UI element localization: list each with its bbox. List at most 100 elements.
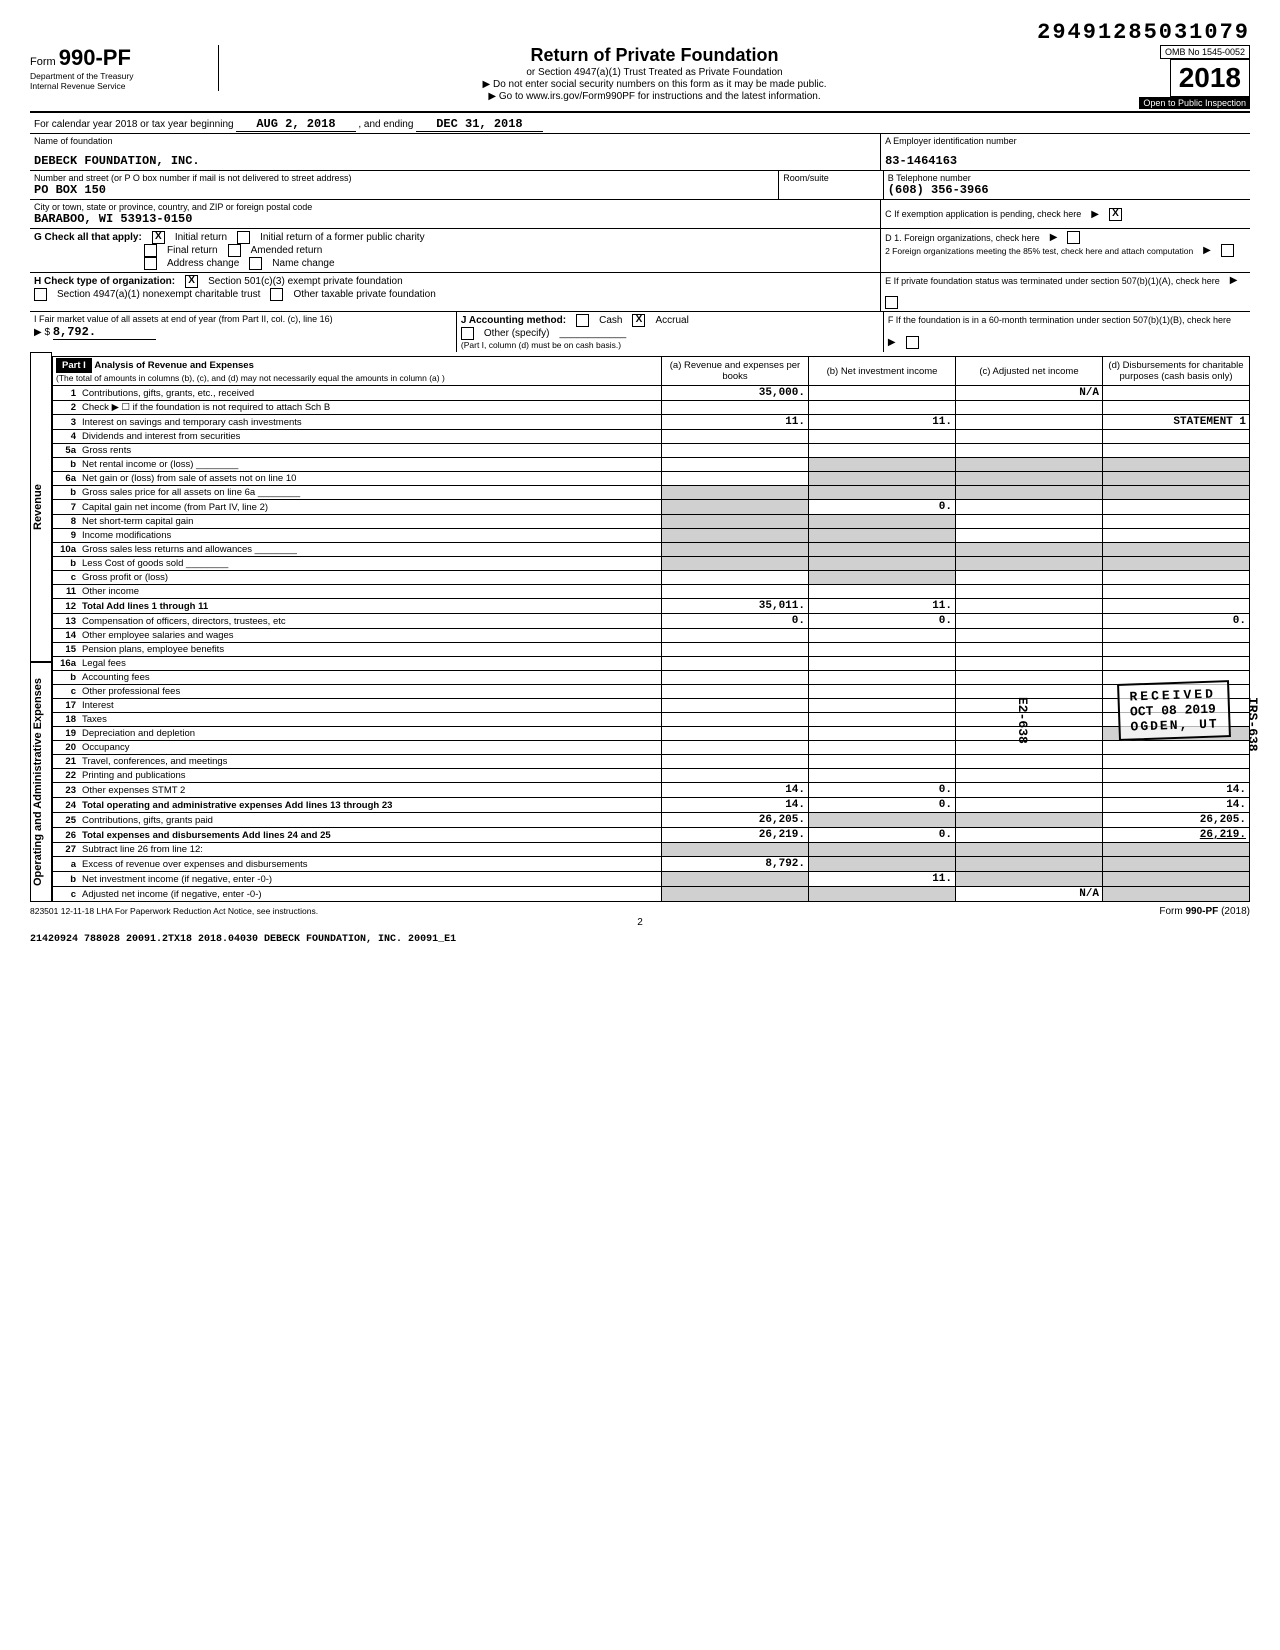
row-desc: Gross sales less returns and allowances … <box>79 543 662 557</box>
col-d-val: 26,205. <box>1103 813 1250 828</box>
g-check2[interactable] <box>144 244 157 257</box>
col-b-val <box>809 529 956 543</box>
col-d-val <box>1103 887 1250 902</box>
row-desc: Check ▶ ☐ if the foundation is not requi… <box>79 401 662 415</box>
e-check[interactable] <box>885 296 898 309</box>
col-a-val <box>662 643 809 657</box>
col-d-val: 26,219. <box>1103 828 1250 843</box>
side-expenses: Operating and Administrative Expenses <box>30 662 52 902</box>
j-cash-check[interactable] <box>576 314 589 327</box>
year-box: OMB No 1545-0052 2018 Open to Public Ins… <box>1090 45 1250 109</box>
table-row: 9Income modifications <box>53 529 1250 543</box>
col-b-val <box>809 472 956 486</box>
table-row: 22Printing and publications <box>53 769 1250 783</box>
d2-check[interactable] <box>1221 244 1234 257</box>
row-desc: Net rental income or (loss) ________ <box>79 458 662 472</box>
col-d-val <box>1103 741 1250 755</box>
g-initial-check[interactable]: X <box>152 231 165 244</box>
col-a-val: 26,219. <box>662 828 809 843</box>
row-num: 9 <box>53 529 80 543</box>
col-d-val <box>1103 386 1250 401</box>
col-d-val <box>1103 599 1250 614</box>
row-num: 14 <box>53 629 80 643</box>
h-opt2: Section 4947(a)(1) nonexempt charitable … <box>57 289 260 300</box>
table-row: 26Total expenses and disbursements Add l… <box>53 828 1250 843</box>
col-a-val <box>662 500 809 515</box>
col-d: (d) Disbursements for charitable purpose… <box>1103 357 1250 386</box>
col-c-val <box>956 813 1103 828</box>
irs: Internal Revenue Service <box>30 81 210 91</box>
col-b: (b) Net investment income <box>809 357 956 386</box>
row-num: 1 <box>53 386 80 401</box>
g-check5[interactable] <box>249 257 262 270</box>
row-num: b <box>53 671 80 685</box>
table-row: cAdjusted net income (if negative, enter… <box>53 887 1250 902</box>
g-check1[interactable] <box>237 231 250 244</box>
doc-id-row: 29491285031079 <box>30 20 1250 45</box>
footer-text: 21420924 788028 20091.2TX18 2018.04030 D… <box>30 934 456 945</box>
h-e-row: H Check type of organization: X Section … <box>30 272 1250 311</box>
col-c-val <box>956 872 1103 887</box>
g-check4[interactable] <box>144 257 157 270</box>
col-c-val <box>956 857 1103 872</box>
row-num: 16a <box>53 657 80 671</box>
col-b-val <box>809 755 956 769</box>
row-num: 5a <box>53 444 80 458</box>
g-opt0: Initial return <box>175 232 227 243</box>
form-num-footer: 990-PF <box>1186 906 1219 917</box>
row-desc: Legal fees <box>79 657 662 671</box>
h-check3[interactable] <box>270 288 283 301</box>
col-b-val <box>809 444 956 458</box>
col-c-val <box>956 828 1103 843</box>
j-other-check[interactable] <box>461 327 474 340</box>
period-begin: AUG 2, 2018 <box>236 117 355 132</box>
col-b-val <box>809 741 956 755</box>
table-row: 27Subtract line 26 from line 12: <box>53 843 1250 857</box>
col-b-val <box>809 386 956 401</box>
form-number: 990-PF <box>59 45 131 70</box>
row-num: 4 <box>53 430 80 444</box>
col-b-val: 0. <box>809 614 956 629</box>
g-check3[interactable] <box>228 244 241 257</box>
boxc-check[interactable]: X <box>1109 208 1122 221</box>
col-c-val: N/A <box>956 887 1103 902</box>
row-desc: Total operating and administrative expen… <box>79 798 662 813</box>
table-row: bLess Cost of goods sold ________ <box>53 557 1250 571</box>
col-c-val <box>956 472 1103 486</box>
j-accrual-check[interactable]: X <box>632 314 645 327</box>
sub2: Do not enter social security numbers on … <box>219 79 1090 90</box>
row-num: 13 <box>53 614 80 629</box>
f-check[interactable] <box>906 336 919 349</box>
table-row: bNet rental income or (loss) ________ <box>53 458 1250 472</box>
row-desc: Adjusted net income (if negative, enter … <box>79 887 662 902</box>
col-b-val <box>809 887 956 902</box>
col-a-val <box>662 671 809 685</box>
col-d-val <box>1103 629 1250 643</box>
col-c-val <box>956 769 1103 783</box>
row-desc: Other income <box>79 585 662 599</box>
col-c-val <box>956 629 1103 643</box>
col-b-val <box>809 571 956 585</box>
h-opt3: Other taxable private foundation <box>293 289 435 300</box>
row-num: a <box>53 857 80 872</box>
col-c-val <box>956 458 1103 472</box>
row-num: 25 <box>53 813 80 828</box>
row-num: 7 <box>53 500 80 515</box>
row-num: b <box>53 486 80 500</box>
table-row: aExcess of revenue over expenses and dis… <box>53 857 1250 872</box>
row-num: c <box>53 571 80 585</box>
row-desc: Other professional fees <box>79 685 662 699</box>
col-d-val <box>1103 401 1250 415</box>
col-b-val <box>809 430 956 444</box>
row-desc: Net investment income (if negative, ente… <box>79 872 662 887</box>
d2: 2 Foreign organizations meeting the 85% … <box>885 246 1193 256</box>
h-check2[interactable] <box>34 288 47 301</box>
row-num: 3 <box>53 415 80 430</box>
col-b-val <box>809 486 956 500</box>
col-b-val <box>809 657 956 671</box>
col-c: (c) Adjusted net income <box>956 357 1103 386</box>
row-num: 12 <box>53 599 80 614</box>
h-check1[interactable]: X <box>185 275 198 288</box>
table-row: 17Interest <box>53 699 1250 713</box>
d1-check[interactable] <box>1067 231 1080 244</box>
